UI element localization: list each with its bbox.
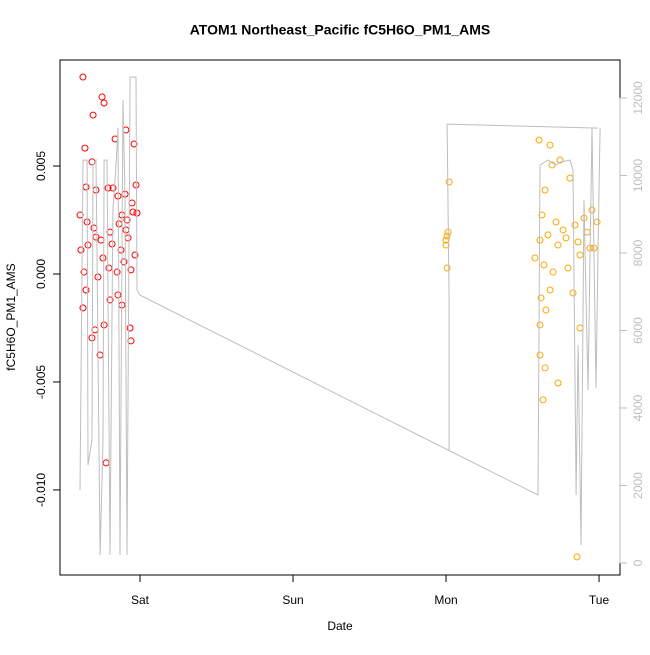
x-tick-label: Tue	[589, 593, 610, 607]
point	[538, 211, 546, 219]
y-tick-label: -0.010	[34, 473, 48, 507]
point	[541, 364, 549, 372]
point	[127, 266, 135, 274]
point	[108, 240, 116, 248]
point	[546, 141, 554, 149]
point	[536, 321, 544, 329]
x-tick-label: Sun	[282, 593, 303, 607]
point	[566, 174, 574, 182]
point	[79, 73, 87, 81]
x-tick-label: Sat	[131, 593, 150, 607]
point	[98, 93, 106, 101]
point	[556, 156, 564, 164]
point	[91, 326, 99, 334]
point	[123, 216, 131, 224]
point	[445, 178, 453, 186]
y2-tick-label: 0	[631, 559, 645, 566]
point	[564, 264, 572, 272]
point	[442, 236, 450, 244]
point	[114, 291, 122, 299]
point	[562, 234, 570, 242]
point	[546, 286, 554, 294]
x-axis-label: Date	[327, 619, 353, 633]
point	[81, 144, 89, 152]
point	[89, 111, 97, 119]
point	[120, 258, 128, 266]
y-tick-label: 0.000	[34, 259, 48, 289]
point	[544, 231, 552, 239]
point	[77, 246, 85, 254]
point	[569, 289, 577, 297]
x-tick-label: Mon	[434, 593, 457, 607]
chart-title: ATOM1 Northeast_Pacific fC5H6O_PM1_AMS	[190, 22, 491, 38]
point	[576, 251, 584, 259]
point	[540, 261, 548, 269]
point	[100, 321, 108, 329]
point	[129, 208, 137, 216]
point	[588, 206, 596, 214]
y-axis-label: fC5H6O_PM1_AMS	[4, 263, 18, 370]
point	[124, 234, 132, 242]
point	[576, 324, 584, 332]
point	[100, 99, 108, 107]
point	[128, 199, 136, 207]
point	[443, 232, 451, 240]
point	[109, 184, 117, 192]
point	[122, 226, 130, 234]
y-tick-label: 0.005	[34, 151, 48, 181]
point	[542, 306, 550, 314]
point	[442, 241, 450, 249]
y-tick-label: -0.005	[34, 365, 48, 399]
point	[549, 268, 557, 276]
y2-tick-label: 4000	[631, 394, 645, 421]
point	[105, 264, 113, 272]
point	[593, 218, 601, 226]
point	[573, 553, 581, 561]
y2-tick-label: 12000	[631, 81, 645, 115]
point	[92, 233, 100, 241]
point	[117, 246, 125, 254]
point	[131, 251, 139, 259]
point	[541, 186, 549, 194]
point	[102, 459, 110, 467]
point	[79, 304, 87, 312]
point	[94, 273, 102, 281]
point	[104, 184, 112, 192]
point	[90, 224, 98, 232]
point	[76, 211, 84, 219]
point	[82, 286, 90, 294]
plot-box	[59, 59, 621, 576]
y2-tick-label: 6000	[631, 317, 645, 344]
y2-tick-label: 10000	[631, 158, 645, 192]
point	[536, 351, 544, 359]
point	[115, 220, 123, 228]
y2-tick-label: 2000	[631, 472, 645, 499]
y2-tick-label: 8000	[631, 239, 645, 266]
point	[539, 396, 547, 404]
point	[554, 241, 562, 249]
point	[82, 183, 90, 191]
point	[554, 379, 562, 387]
point	[552, 218, 560, 226]
point	[531, 254, 539, 262]
point	[99, 254, 107, 262]
point	[574, 238, 582, 246]
point	[106, 296, 114, 304]
line	[79, 76, 601, 556]
point	[535, 136, 543, 144]
point	[126, 324, 134, 332]
point	[571, 221, 579, 229]
point	[84, 241, 92, 249]
point	[537, 294, 545, 302]
point	[130, 140, 138, 148]
point	[443, 264, 451, 272]
point	[113, 268, 121, 276]
point	[559, 226, 567, 234]
